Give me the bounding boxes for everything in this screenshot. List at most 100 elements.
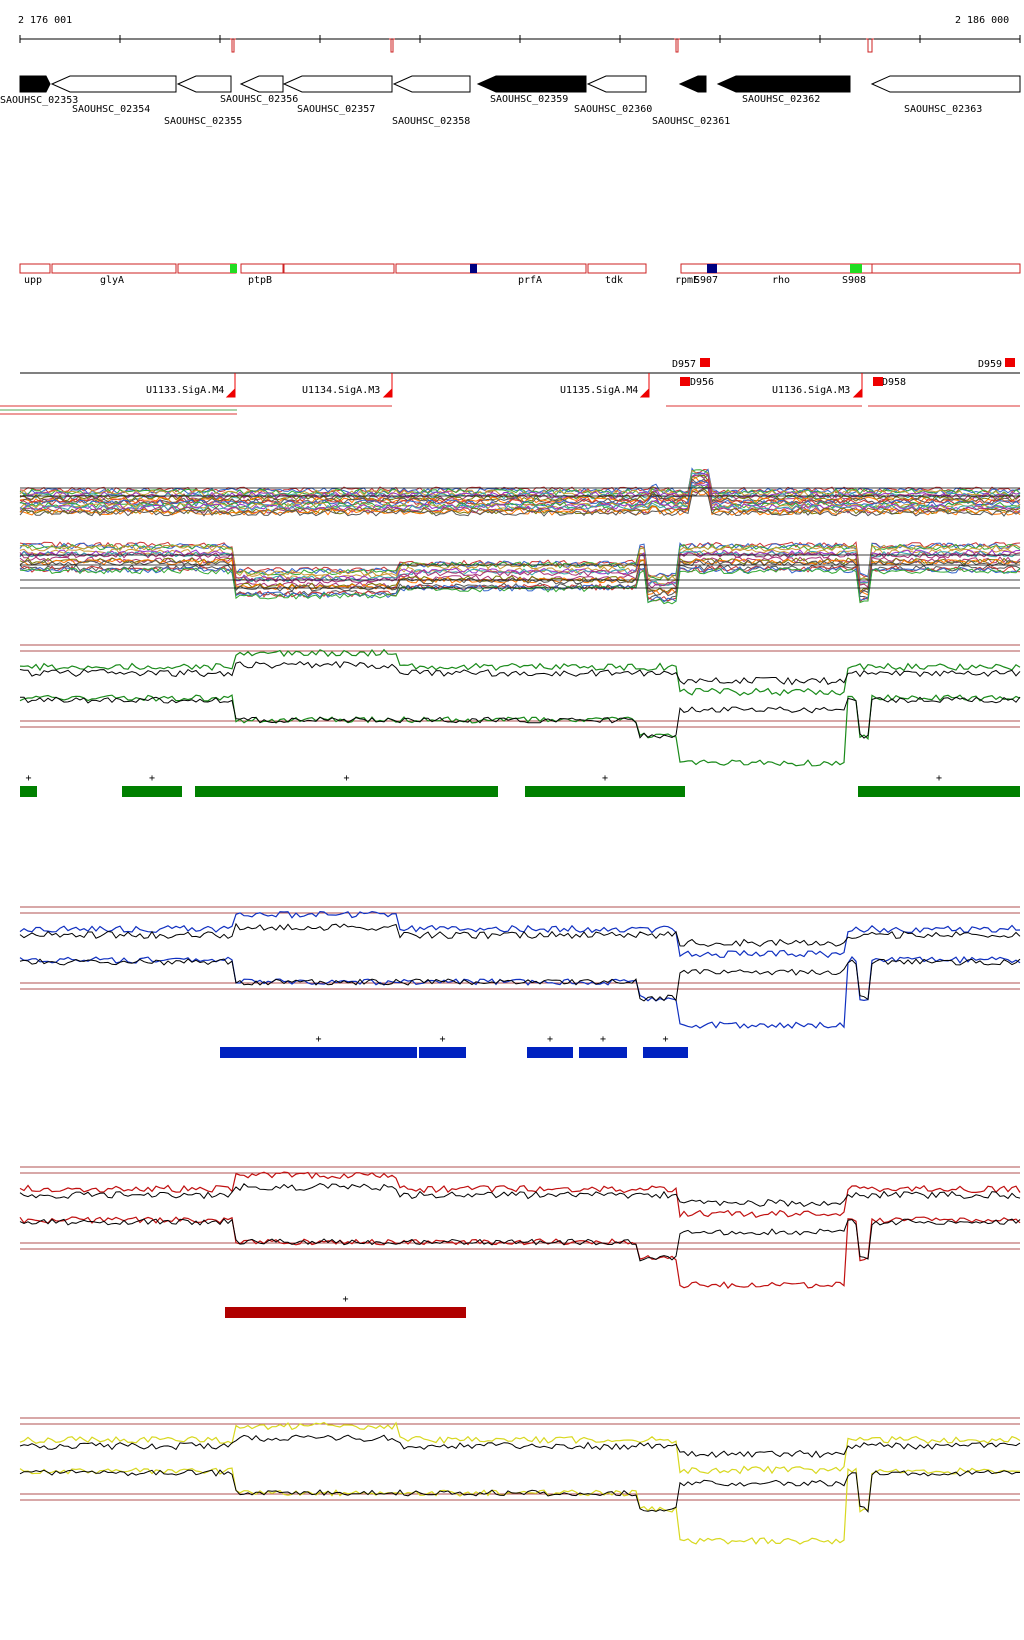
- promoter-label[interactable]: U1134.SigA.M3: [302, 385, 380, 396]
- gene-arrow: [282, 75, 393, 93]
- gene-label[interactable]: SAOUHSC_02357: [297, 104, 375, 115]
- terminator-marker: [700, 358, 710, 367]
- gene-box: [51, 263, 177, 274]
- gene-arrow: [716, 75, 851, 93]
- expression-line: [19, 544, 1021, 582]
- expression-line: [19, 922, 1021, 947]
- promoter-label[interactable]: U1135.SigA.M4: [560, 385, 638, 396]
- gene-arrow: [50, 75, 177, 93]
- terminator-marker: [680, 377, 690, 386]
- gene-label[interactable]: SAOUHSC_02355: [164, 116, 242, 127]
- ruler-marker: [230, 38, 236, 53]
- expression-line: [19, 478, 1021, 506]
- gene-arrow: [870, 75, 1021, 93]
- expression-line: [19, 1171, 1021, 1219]
- expression-line: [19, 956, 1021, 1029]
- expression-line: [19, 1421, 1021, 1475]
- gene-box: [871, 263, 1021, 274]
- expression-line: [19, 648, 1021, 697]
- gene-name[interactable]: rho: [772, 275, 790, 286]
- start-coordinate: 2 176 001: [18, 15, 72, 26]
- expression-line: [19, 1467, 1020, 1545]
- segment-marker: +: [343, 1294, 349, 1305]
- gene-label[interactable]: SAOUHSC_02358: [392, 116, 470, 127]
- segment-marker: +: [663, 1034, 669, 1045]
- gene-arrow: [392, 75, 471, 93]
- ruler-marker: [389, 38, 395, 53]
- gene-box: [177, 263, 237, 274]
- segment-marker: +: [602, 773, 608, 784]
- feature-marker: [470, 264, 477, 273]
- gene-name[interactable]: upp: [24, 275, 42, 286]
- end-coordinate: 2 186 000: [955, 15, 1009, 26]
- expression-line: [19, 467, 1021, 495]
- expression-line: [19, 543, 1021, 581]
- gene-box: [19, 263, 51, 274]
- gene-name[interactable]: tdk: [605, 275, 623, 286]
- expression-line: [19, 1183, 1021, 1208]
- gene-label[interactable]: SAOUHSC_02363: [904, 104, 982, 115]
- terminator-label[interactable]: D959: [978, 359, 1002, 370]
- gene-name[interactable]: ptpB: [248, 275, 272, 286]
- terminator-label[interactable]: D958: [882, 377, 906, 388]
- expression-line: [19, 472, 1021, 500]
- gene-arrow: [19, 75, 51, 93]
- segment-marker: +: [344, 773, 350, 784]
- segment-bar: [643, 1047, 688, 1058]
- promoter-marker: [225, 373, 236, 398]
- terminator-label[interactable]: D956: [690, 377, 714, 388]
- expression-tracks: [19, 467, 1021, 1545]
- terminator-label[interactable]: D957: [672, 359, 696, 370]
- segment-marker: +: [149, 773, 155, 784]
- gene-name[interactable]: S907: [694, 275, 718, 286]
- ruler-marker: [866, 38, 874, 53]
- ruler-marker: [674, 38, 680, 53]
- segment-bar: [122, 786, 182, 797]
- gene-label[interactable]: SAOUHSC_02360: [574, 104, 652, 115]
- gene-label[interactable]: SAOUHSC_02361: [652, 116, 730, 127]
- segment-marker: +: [316, 1034, 322, 1045]
- expression-line: [19, 469, 1021, 496]
- segment-marker: +: [547, 1034, 553, 1045]
- expression-line: [19, 486, 1021, 514]
- expression-line: [19, 557, 1021, 593]
- promoter-marker: [852, 373, 863, 398]
- gene-name[interactable]: glyA: [100, 275, 124, 286]
- expression-line: [19, 489, 1021, 517]
- expression-line: [19, 660, 1021, 686]
- segment-bar: [525, 786, 685, 797]
- gene-name[interactable]: S908: [842, 275, 866, 286]
- expression-line: [19, 479, 1021, 507]
- gene-label[interactable]: SAOUHSC_02362: [742, 94, 820, 105]
- segment-bar: [419, 1047, 466, 1058]
- feature-marker: [850, 264, 862, 273]
- promoter-label[interactable]: U1136.SigA.M3: [772, 385, 850, 396]
- gene-arrow: [476, 75, 587, 93]
- expression-line: [19, 488, 1021, 516]
- segment-bar: [20, 786, 37, 797]
- gene-track: SAOUHSC_02353 SAOUHSC_02354 SAOUHSC_0235…: [0, 75, 1021, 127]
- promoter-marker: [639, 373, 650, 398]
- expression-line: [19, 958, 1021, 1002]
- promoter-label[interactable]: U1133.SigA.M4: [146, 385, 224, 396]
- expression-line: [19, 694, 1021, 767]
- terminator-marker: [1005, 358, 1015, 367]
- terminator-marker: [873, 377, 883, 386]
- expression-line: [19, 559, 1021, 597]
- expression-line: [19, 1469, 1021, 1513]
- gene-label[interactable]: SAOUHSC_02354: [72, 104, 150, 115]
- expression-line: [19, 550, 1021, 588]
- expression-line: [19, 558, 1021, 596]
- gene-name[interactable]: prfA: [518, 275, 542, 286]
- segment-marker: +: [600, 1034, 606, 1045]
- gene-name[interactable]: rpmE: [675, 275, 699, 286]
- gene-label[interactable]: SAOUHSC_02353: [0, 95, 78, 106]
- gene-label[interactable]: SAOUHSC_02356: [220, 94, 298, 105]
- gene-arrow: [176, 75, 232, 93]
- expression-line: [19, 548, 1021, 586]
- gene-label[interactable]: SAOUHSC_02359: [490, 94, 568, 105]
- promoter-terminator-track: U1133.SigA.M4 U1134.SigA.M3 U1135.SigA.M…: [0, 358, 1020, 415]
- expression-line: [19, 1434, 1021, 1459]
- expression-line: [19, 551, 1021, 589]
- gene-box: [587, 263, 647, 274]
